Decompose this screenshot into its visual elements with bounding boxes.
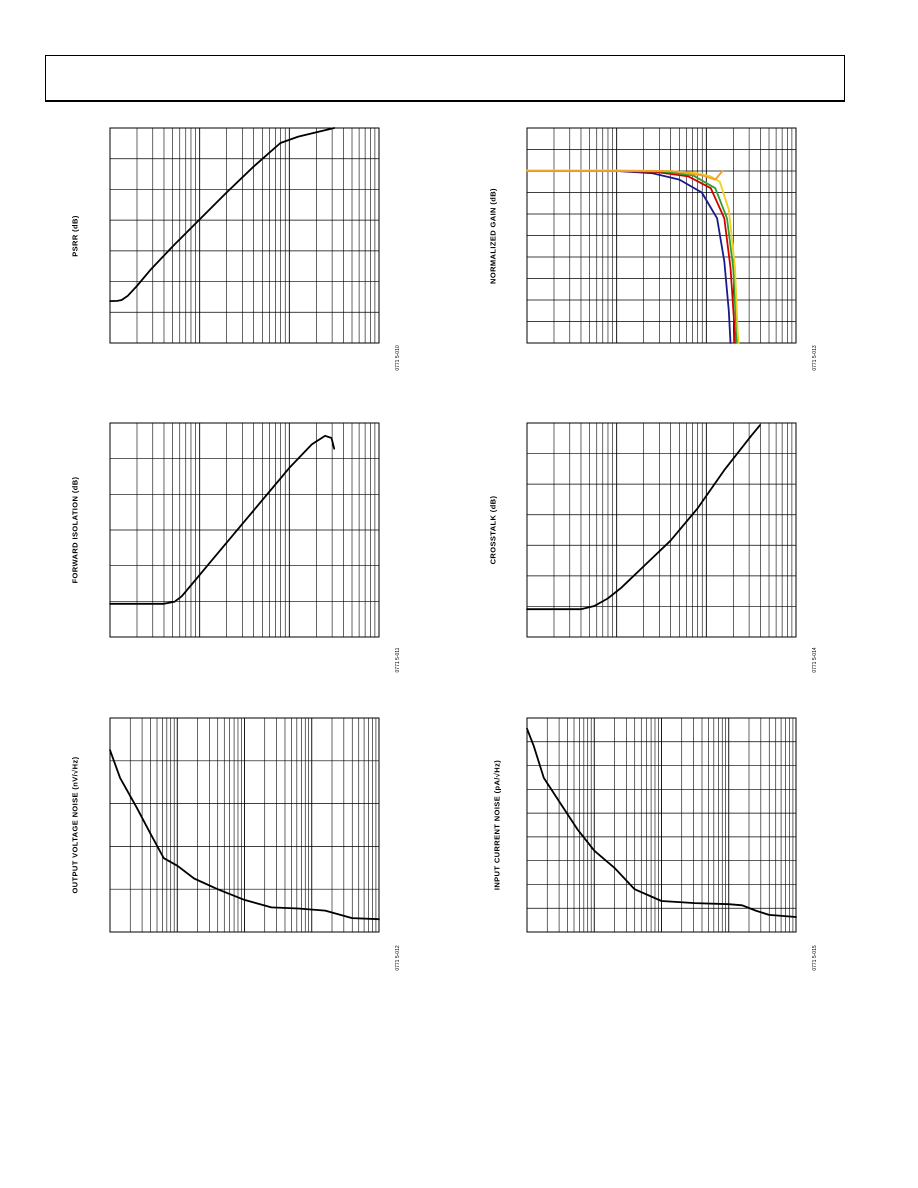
series-line-0: [109, 749, 380, 921]
input-current-noise-plot: [526, 717, 797, 933]
series-line-4: [526, 170, 724, 181]
y-axis-label: FORWARD ISOLATION (dB): [70, 476, 80, 584]
y-axis-label: PSRR (dB): [70, 214, 80, 257]
series-line-0: [109, 434, 336, 605]
plot-frame: [109, 422, 380, 638]
series-line-0: [526, 424, 762, 611]
psrr-plot: [109, 127, 380, 344]
figure-id: 0771 5-011: [395, 647, 401, 673]
y-axis-label: CROSSTALK (dB): [488, 495, 498, 565]
series-line-0: [109, 127, 336, 303]
plot-frame: [109, 127, 380, 344]
plot-frame: [109, 717, 380, 933]
y-axis-label: NORMALIZED GAIN (dB): [488, 187, 498, 284]
forward-isolation-plot: [109, 422, 380, 638]
output-voltage-noise-plot: [109, 717, 380, 933]
y-axis-label: OUTPUT VOLTAGE NOISE (nV/√Hz): [70, 756, 80, 894]
plot-frame: [526, 127, 797, 344]
crosstalk-plot: [526, 422, 797, 638]
y-axis-label: INPUT CURRENT NOISE (pA/√Hz): [492, 759, 502, 891]
figure-id: 0771 5-014: [812, 647, 818, 673]
figure-id: 0771 5-010: [395, 345, 401, 371]
plot-frame: [526, 422, 797, 638]
series-line-0: [526, 727, 797, 918]
plot-frame: [526, 717, 797, 933]
figure-id: 0771 5-015: [812, 945, 818, 971]
figure-id: 0771 5-012: [395, 945, 401, 971]
figure-id: 0771 5-013: [812, 345, 818, 371]
page-header-box: [45, 55, 845, 102]
normalized-gain-plot: [526, 127, 797, 344]
